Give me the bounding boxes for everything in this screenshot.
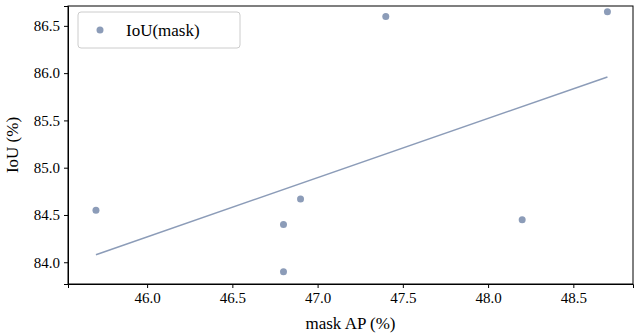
tick-mark: [64, 215, 68, 216]
legend-label: IoU(mask): [126, 21, 200, 40]
tick-label: 86.0: [34, 65, 60, 81]
tick-label: 85.5: [34, 113, 60, 129]
tick-mark: [318, 284, 319, 288]
tick: 84.5: [34, 207, 68, 223]
tick-label: 86.5: [34, 18, 60, 34]
point: [297, 195, 304, 202]
tick: 46.5: [220, 284, 246, 306]
axis-line: [69, 285, 634, 289]
tick-mark: [64, 73, 68, 74]
tick-label: 84.5: [34, 207, 60, 223]
tick: 48.0: [475, 284, 501, 306]
tick-mark: [64, 168, 68, 169]
tick-label: 46.0: [134, 290, 160, 306]
x-axis-title: mask AP (%): [305, 314, 395, 333]
plot: 46.0 46.5 47.0 47.5 48.0 48.5 84.0 84.5 85.0 85.5…: [34, 6, 634, 306]
tick-label: 47.0: [305, 290, 331, 306]
y-axis-title: IoU (%): [3, 117, 22, 173]
tick: 84.0: [34, 255, 68, 271]
tick-label: 85.0: [34, 160, 60, 176]
plot-frame: [68, 6, 633, 284]
tick-label: 46.5: [220, 290, 246, 306]
tick: 86.0: [34, 65, 68, 81]
legend-marker: [97, 27, 104, 34]
tick-mark: [64, 262, 68, 263]
tick-label: 47.5: [390, 290, 416, 306]
tick-label: 48.0: [475, 290, 501, 306]
tick-mark: [232, 284, 233, 288]
tick-mark: [573, 284, 574, 288]
tick: 47.0: [305, 284, 331, 306]
tick-mark: [147, 284, 148, 288]
point: [92, 207, 99, 214]
tick-mark: [64, 120, 68, 121]
tick-label: 84.0: [34, 255, 60, 271]
y-axis: 84.0 84.5 85.0 85.5 86.0 86.5: [34, 7, 69, 285]
point: [519, 216, 526, 223]
chart: 46.0 46.5 47.0 47.5 48.0 48.5 84.0 84.5 85.0 85.5…: [0, 0, 640, 335]
point: [280, 268, 287, 275]
tick: 46.0: [134, 284, 160, 306]
tick: 48.5: [561, 284, 587, 306]
point: [382, 13, 389, 20]
legend-box: [78, 12, 240, 48]
tick-mark: [64, 26, 68, 27]
tick-mark: [403, 284, 404, 288]
tick-mark: [488, 284, 489, 288]
x-axis: 46.0 46.5 47.0 47.5 48.0 48.5: [69, 284, 634, 306]
tick: 85.5: [34, 113, 68, 129]
tick: 85.0: [34, 160, 68, 176]
point: [604, 8, 611, 15]
legend: IoU(mask): [78, 12, 240, 48]
tick-label: 48.5: [561, 290, 587, 306]
tick: 47.5: [390, 284, 416, 306]
trend-line: [96, 77, 607, 255]
tick: 86.5: [34, 18, 68, 34]
point: [280, 221, 287, 228]
